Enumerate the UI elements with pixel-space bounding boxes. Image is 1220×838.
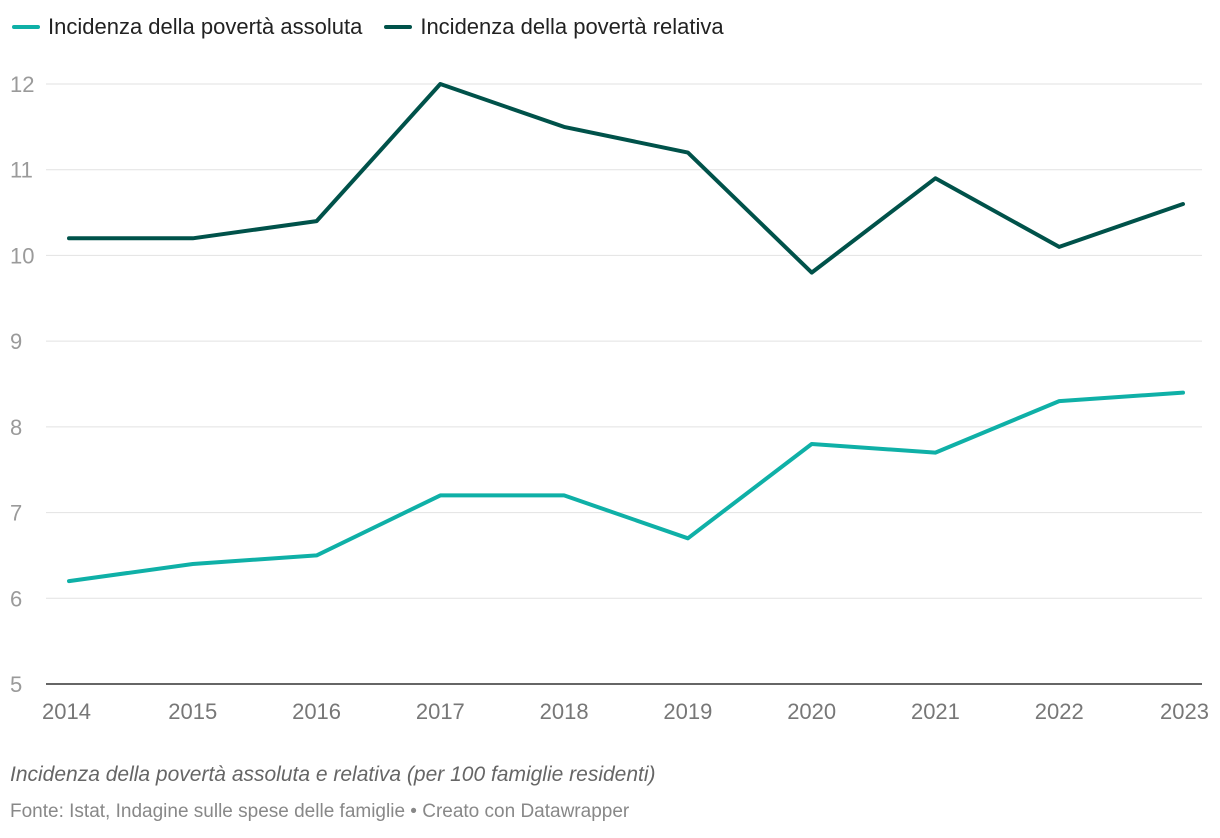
x-tick-label: 2019 <box>663 699 712 724</box>
x-tick-label: 2016 <box>292 699 341 724</box>
x-tick-label: 2023 <box>1160 699 1209 724</box>
legend-swatch-absolute <box>12 25 40 29</box>
x-tick-label: 2014 <box>42 699 91 724</box>
y-tick-label: 8 <box>10 415 22 440</box>
y-tick-label: 9 <box>10 329 22 354</box>
x-tick-label: 2015 <box>168 699 217 724</box>
y-tick-label: 11 <box>10 158 33 183</box>
x-tick-label: 2020 <box>787 699 836 724</box>
legend-item-relative: Incidenza della povertà relativa <box>384 14 724 40</box>
y-tick-label: 7 <box>10 501 22 526</box>
x-tick-label: 2018 <box>540 699 589 724</box>
line-chart: 5 6 7 8 9 10 11 12 2014 2015 2016 2017 2018 2019 2020 2… <box>10 72 1209 724</box>
chart-caption: Incidenza della povertà assoluta e relat… <box>10 763 656 786</box>
legend-item-absolute: Incidenza della povertà assoluta <box>12 14 362 40</box>
y-tick-label: 12 <box>10 72 34 97</box>
x-tick-label: 2022 <box>1035 699 1084 724</box>
series-line-absolute <box>67 390 1185 584</box>
x-tick-label: 2017 <box>416 699 465 724</box>
legend-label-absolute: Incidenza della povertà assoluta <box>48 14 363 39</box>
chart-source: Fonte: Istat, Indagine sulle spese delle… <box>10 801 630 822</box>
y-tick-label: 5 <box>10 672 22 697</box>
y-tick-label: 6 <box>10 586 22 611</box>
y-tick-label: 10 <box>10 243 34 268</box>
x-tick-label: 2021 <box>911 699 960 724</box>
series-line-relative <box>67 82 1185 275</box>
legend-swatch-relative <box>384 25 413 29</box>
legend-label-relative: Incidenza della povertà relativa <box>420 14 724 39</box>
chart-legend: Incidenza della povertà assoluta Inciden… <box>12 14 746 40</box>
